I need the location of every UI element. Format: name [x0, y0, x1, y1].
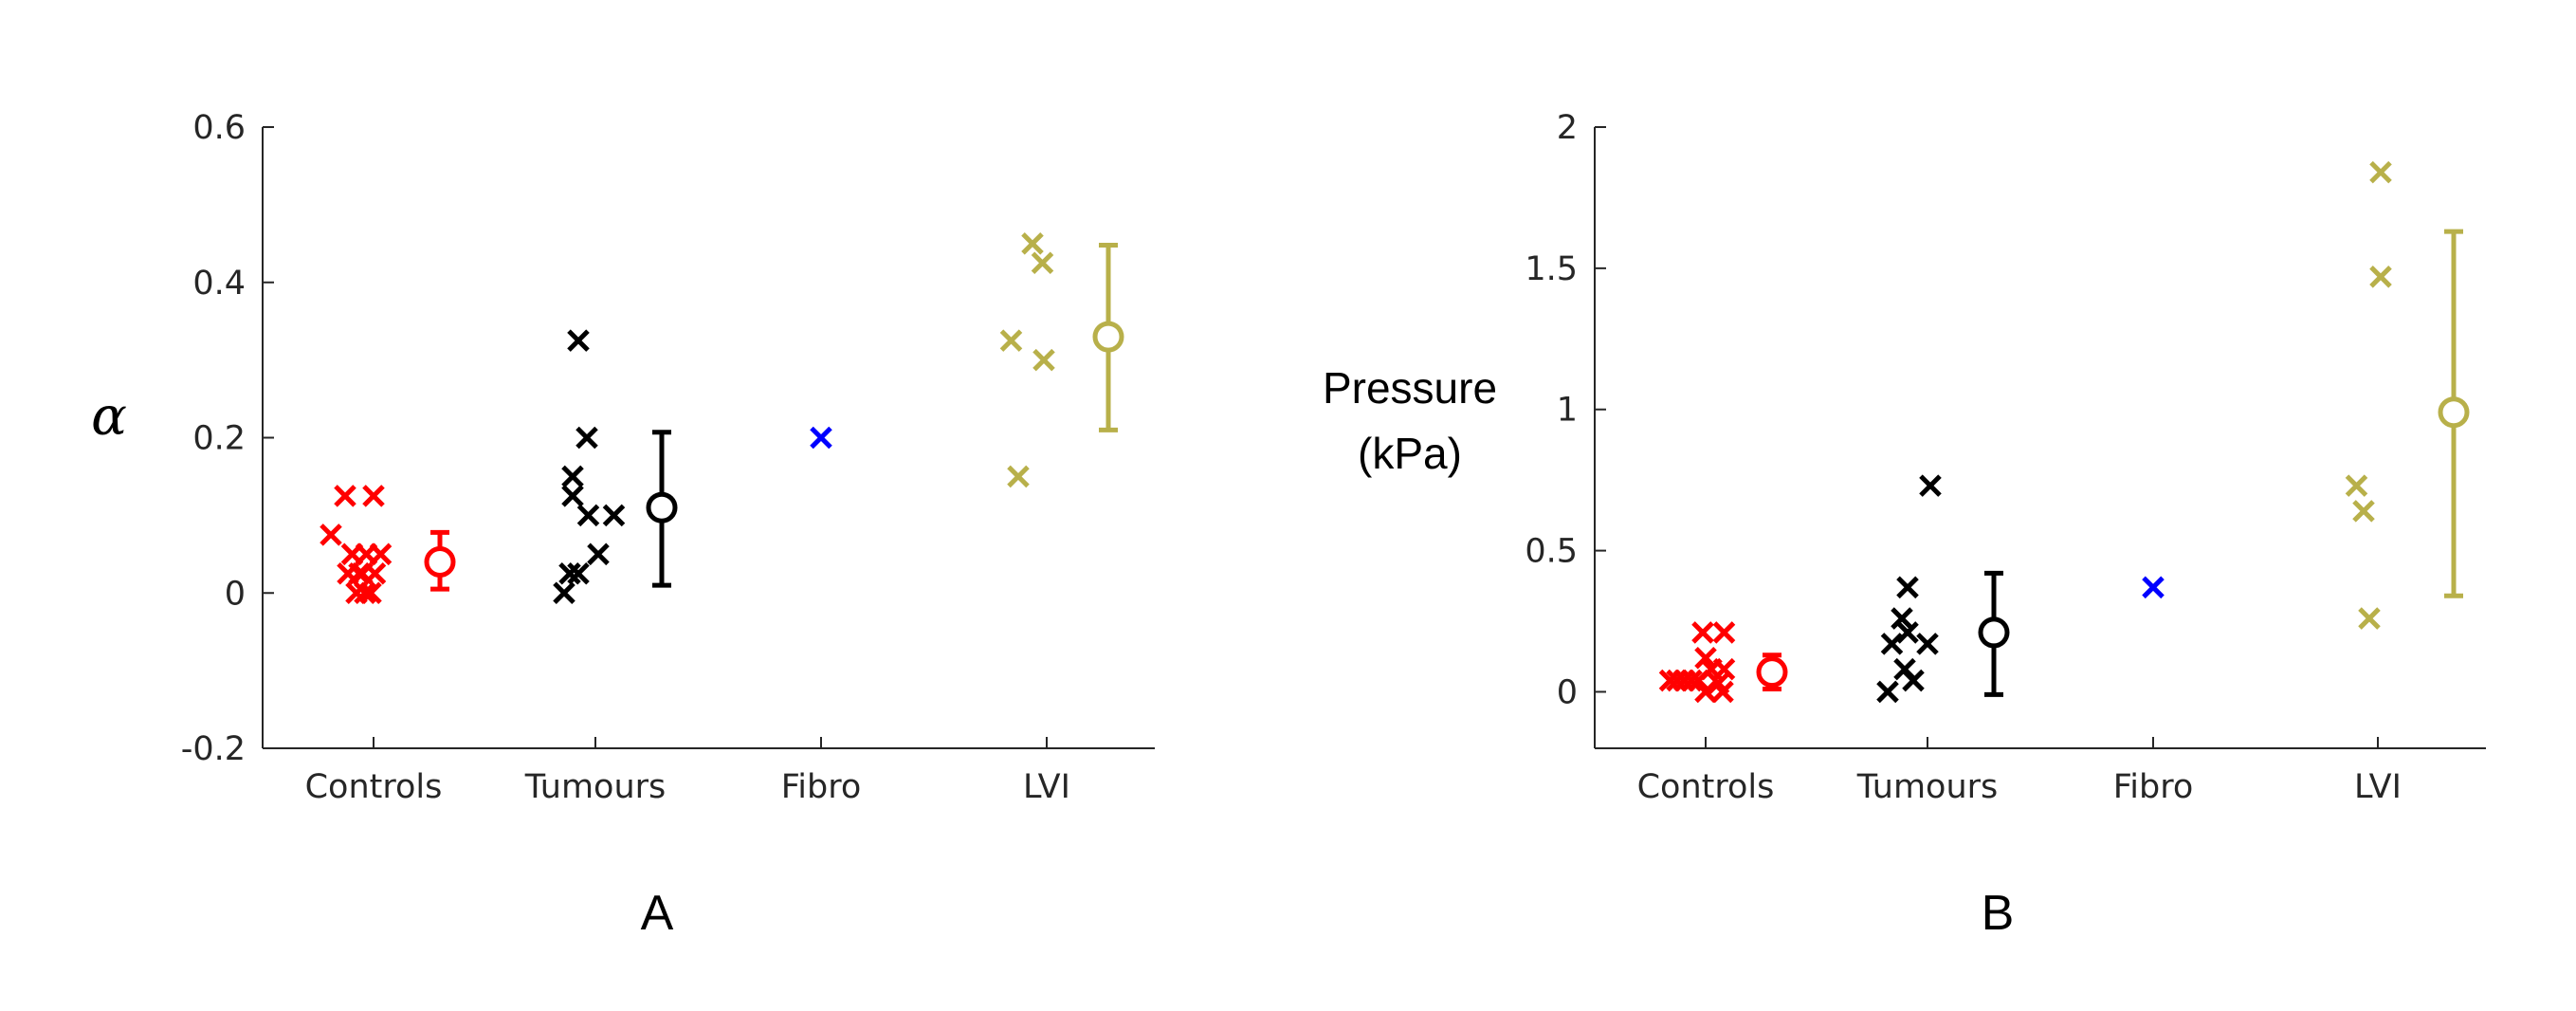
- data-point: [1032, 348, 1055, 372]
- data-point: [1880, 633, 1904, 655]
- x-tick-label-tumours: Tumours: [1856, 768, 1999, 806]
- data-point: [558, 562, 581, 585]
- data-point: [1896, 621, 1919, 644]
- data-point: [561, 465, 584, 488]
- y-axis-label: Pressure: [1323, 363, 1497, 413]
- data-point: [2369, 266, 2392, 288]
- data-point: [1896, 576, 1919, 599]
- x-tick-label-tumours: Tumours: [524, 768, 667, 806]
- data-point: [320, 524, 342, 546]
- x-tick-label-lvi: LVI: [2354, 768, 2402, 806]
- x-tick-label-controls: Controls: [305, 768, 443, 806]
- data-point: [575, 426, 598, 450]
- data-point: [567, 562, 590, 585]
- x-tick-label-fibro: Fibro: [781, 768, 862, 806]
- data-point: [369, 542, 393, 566]
- x-tick-label-fibro: Fibro: [2113, 768, 2194, 806]
- series-lvi: [999, 232, 1124, 488]
- mean-marker: [1756, 656, 1788, 689]
- data-point: [1031, 251, 1054, 275]
- data-point: [2352, 500, 2375, 523]
- data-point: [2345, 474, 2368, 497]
- y-tick-label: 0: [225, 575, 246, 613]
- y-tick-label: 0.5: [1525, 533, 1578, 571]
- data-point: [354, 581, 376, 605]
- panel-label: A: [641, 886, 674, 941]
- chart-panel-B: 0 0.5 1 1.5 2 Controls Tumours Fibro LVI B: [1525, 109, 2486, 941]
- data-point: [334, 485, 356, 507]
- series-fibro: [810, 426, 832, 450]
- y-tick-label: 0: [1557, 673, 1578, 711]
- data-point: [567, 329, 590, 352]
- data-point: [576, 504, 600, 527]
- data-point: [553, 581, 575, 605]
- data-point: [1021, 232, 1044, 255]
- y-tick-label: 2: [1557, 109, 1578, 147]
- data-point: [359, 581, 382, 605]
- y-tick-label: 0.2: [192, 420, 246, 458]
- data-point: [1007, 465, 1030, 488]
- x-tick-label-controls: Controls: [1637, 768, 1775, 806]
- mean-marker: [2438, 396, 2470, 429]
- data-point: [351, 562, 374, 585]
- series-lvi: [2345, 160, 2470, 630]
- series-fibro: [2142, 576, 2165, 599]
- mean-marker: [424, 546, 456, 578]
- data-point: [1919, 474, 1942, 497]
- data-point: [1694, 680, 1717, 704]
- series-tumours: [553, 329, 678, 605]
- y-axis-label-unit: (kPa): [1358, 429, 1462, 478]
- data-point: [1712, 621, 1736, 644]
- data-point: [561, 485, 584, 507]
- mean-marker: [646, 491, 678, 524]
- y-axis-label: α: [91, 386, 127, 448]
- data-point: [1891, 607, 1913, 630]
- data-point: [1711, 680, 1734, 704]
- data-point: [2369, 160, 2392, 184]
- data-point: [1902, 669, 1925, 692]
- series-controls: [320, 485, 456, 605]
- chart-panel-A: -0.2 0 0.2 0.4 0.6 Controls Tumours Fibro LVI A: [181, 109, 1155, 941]
- y-tick-label: 1.5: [1525, 250, 1578, 288]
- y-tick-label: 0.4: [192, 265, 246, 303]
- data-point: [999, 329, 1023, 352]
- series-controls: [1658, 621, 1788, 704]
- data-point: [1712, 657, 1736, 681]
- panel-label: B: [1982, 886, 2015, 941]
- data-point: [810, 426, 832, 450]
- data-point: [1691, 621, 1714, 644]
- y-tick-label: 1: [1557, 392, 1578, 430]
- mean-marker: [1978, 616, 2010, 649]
- data-point: [2142, 576, 2165, 599]
- y-tick-label: -0.2: [181, 730, 246, 768]
- data-point: [1916, 633, 1939, 655]
- data-point: [362, 485, 385, 507]
- y-tick-label: 0.6: [192, 109, 246, 147]
- mean-marker: [1092, 321, 1124, 353]
- x-tick-label-lvi: LVI: [1023, 768, 1070, 806]
- data-point: [602, 504, 626, 527]
- data-point: [587, 542, 610, 566]
- data-point: [1876, 680, 1899, 704]
- series-tumours: [1876, 474, 2010, 704]
- data-point: [1694, 646, 1717, 670]
- data-point: [2358, 607, 2381, 630]
